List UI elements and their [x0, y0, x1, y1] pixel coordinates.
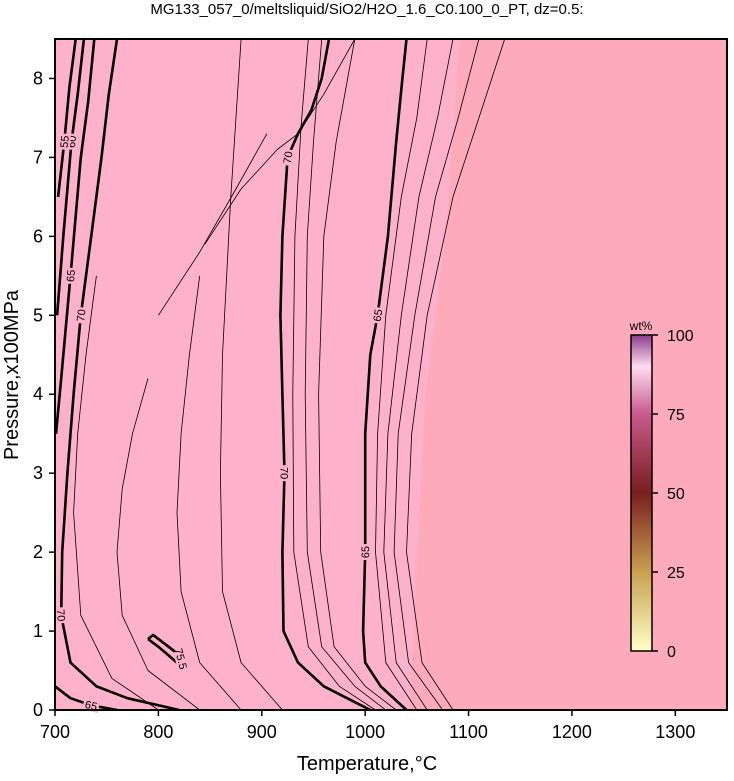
contour-line — [73, 275, 159, 710]
y-tick-label: 3 — [33, 463, 43, 483]
contour-line — [55, 39, 96, 434]
colorbar-tick-label: 100 — [667, 328, 694, 345]
contour-label-group: 70 — [73, 306, 88, 324]
contour-label: 70 — [75, 309, 88, 323]
contour-label-bg — [63, 267, 78, 285]
contour-line — [304, 39, 387, 710]
y-tick-label: 5 — [33, 305, 43, 325]
x-tick-label: 1000 — [345, 722, 385, 742]
contour-label: 55 — [59, 135, 72, 148]
contour-line — [59, 39, 180, 710]
plot-frame — [54, 38, 728, 711]
contour-label: 65 — [65, 269, 78, 282]
y-tick-label: 6 — [33, 226, 43, 246]
contour-label-bg — [370, 306, 385, 325]
contour-line — [158, 133, 268, 316]
contour-label-bg — [280, 148, 295, 167]
contour-label-group: 65 — [359, 544, 372, 561]
contour-line — [55, 685, 118, 710]
contour-line — [56, 39, 77, 198]
y-tick-label: 1 — [33, 621, 43, 641]
y-tick-label: 4 — [33, 384, 43, 404]
contour-line — [176, 275, 242, 710]
contour-label-bg — [73, 306, 88, 324]
y-tick-label: 2 — [33, 542, 43, 562]
contours — [55, 39, 506, 710]
contour-label-group: 75.5 — [172, 647, 189, 671]
contour-line — [204, 39, 356, 245]
x-tick-label: 1100 — [449, 722, 488, 742]
colorbar: wt% 0 25 50 75 100 — [629, 319, 694, 661]
contour-line — [279, 39, 371, 710]
contour-line — [383, 39, 454, 710]
contour-label: 70 — [54, 609, 67, 622]
colorbar-label: wt% — [629, 319, 653, 333]
contour-label-bg — [278, 465, 291, 482]
contour-label: 70 — [282, 151, 296, 165]
colorbar-gradient — [630, 334, 653, 652]
contour-label: 75.5 — [172, 647, 189, 671]
contour-line — [318, 39, 397, 710]
contour-label-group: 55 — [57, 133, 72, 151]
contour-label-bg — [57, 133, 72, 151]
contour-line — [375, 39, 428, 710]
x-tick-label: 1200 — [552, 722, 592, 742]
contour-label-bg — [359, 544, 372, 561]
region-shade — [55, 39, 460, 710]
x-tick-label: 800 — [143, 722, 173, 742]
x-tick-label: 1300 — [655, 722, 695, 742]
x-axis-label: Temperature,°C — [297, 753, 437, 775]
y-tick-label: 8 — [33, 68, 43, 88]
colorbar-tick-label: 0 — [667, 644, 676, 661]
contour-line — [220, 39, 283, 710]
y-tick-label: 0 — [33, 700, 43, 720]
contour-line — [116, 378, 200, 710]
y-tick-label: 7 — [33, 147, 43, 167]
contour-label-group: 65 — [370, 306, 386, 325]
x-tick-label: 900 — [247, 722, 277, 742]
contour-line — [406, 39, 506, 710]
contour-label: 65 — [372, 309, 386, 323]
y-axis-label: Pressure,x100MPa — [1, 289, 23, 460]
colorbar-tick-label: 25 — [667, 565, 685, 582]
contour-label-bg — [54, 606, 68, 624]
colorbar-tick-label: 75 — [667, 407, 685, 424]
contour-label-group: 70 — [54, 606, 68, 624]
contour-label: 65 — [360, 546, 372, 558]
contour-label-group: 70 — [278, 465, 291, 482]
contour-line — [361, 39, 408, 710]
contour-label-group: 70 — [280, 148, 296, 167]
contour-label-bg — [173, 649, 189, 668]
colorbar-tick-label: 50 — [667, 486, 685, 503]
contour-line — [393, 39, 480, 710]
contour-label: 70 — [278, 467, 290, 479]
chart-title: MG133_057_0/meltsliquid/SiO2/H2O_1.6_C0.… — [150, 1, 583, 18]
contour-line — [292, 39, 376, 710]
x-tick-label: 700 — [40, 722, 70, 742]
contour-label-group: 65 — [63, 267, 78, 285]
